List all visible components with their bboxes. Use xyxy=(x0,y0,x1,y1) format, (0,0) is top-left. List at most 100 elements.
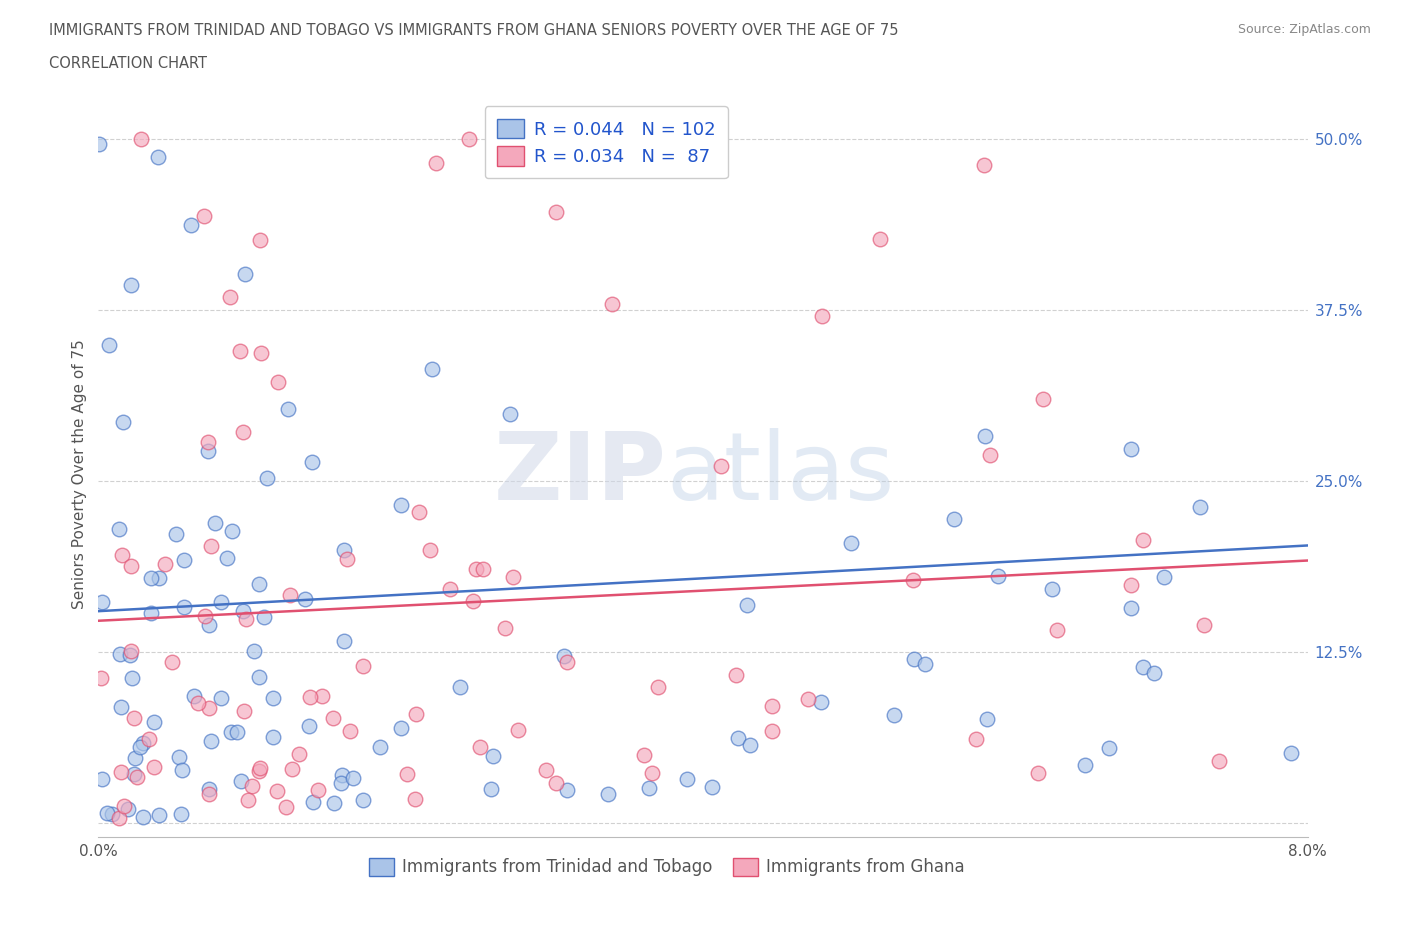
Point xyxy=(252,610,274,625)
Point xyxy=(973,157,995,172)
Point xyxy=(596,786,619,801)
Point xyxy=(281,761,304,776)
Point xyxy=(197,434,219,449)
Point xyxy=(555,782,578,797)
Point xyxy=(249,764,271,778)
Point xyxy=(330,767,353,782)
Point xyxy=(187,696,209,711)
Point xyxy=(232,425,254,440)
Point xyxy=(841,536,863,551)
Point xyxy=(111,414,134,429)
Point xyxy=(339,724,361,738)
Point xyxy=(193,208,215,223)
Point xyxy=(198,618,221,632)
Point xyxy=(120,647,142,662)
Point xyxy=(298,719,321,734)
Point xyxy=(198,701,221,716)
Point xyxy=(986,569,1008,584)
Point xyxy=(139,605,162,620)
Point xyxy=(108,810,131,825)
Point xyxy=(101,806,124,821)
Point xyxy=(233,267,256,282)
Point xyxy=(247,670,270,684)
Point xyxy=(1119,442,1142,457)
Point xyxy=(132,736,155,751)
Point xyxy=(1188,500,1211,515)
Point xyxy=(90,671,112,685)
Point xyxy=(727,730,749,745)
Point xyxy=(761,724,783,738)
Point xyxy=(702,780,724,795)
Point xyxy=(194,608,217,623)
Point xyxy=(498,406,520,421)
Point xyxy=(869,232,891,246)
Point xyxy=(262,730,284,745)
Point xyxy=(329,775,352,790)
Point xyxy=(277,402,299,417)
Point xyxy=(1046,622,1069,637)
Point xyxy=(465,562,488,577)
Point xyxy=(301,454,323,469)
Point xyxy=(647,680,669,695)
Point xyxy=(724,668,747,683)
Point xyxy=(165,527,187,542)
Point xyxy=(236,792,259,807)
Point xyxy=(129,131,152,146)
Point xyxy=(232,604,254,618)
Text: atlas: atlas xyxy=(666,429,896,520)
Point xyxy=(249,346,271,361)
Point xyxy=(148,570,170,585)
Point xyxy=(449,680,471,695)
Point xyxy=(471,562,494,577)
Point xyxy=(90,594,112,609)
Point xyxy=(1208,753,1230,768)
Point xyxy=(247,577,270,591)
Point xyxy=(180,218,202,232)
Point xyxy=(262,691,284,706)
Point xyxy=(211,595,233,610)
Point xyxy=(90,771,112,786)
Point xyxy=(322,711,344,725)
Point xyxy=(249,233,271,248)
Point xyxy=(256,471,278,485)
Point xyxy=(468,740,491,755)
Point xyxy=(307,782,329,797)
Point xyxy=(1098,741,1121,756)
Point xyxy=(198,787,221,802)
Point xyxy=(544,205,567,219)
Point xyxy=(389,721,412,736)
Point xyxy=(232,703,254,718)
Point xyxy=(209,690,232,705)
Point xyxy=(153,557,176,572)
Point xyxy=(737,598,759,613)
Point xyxy=(494,621,516,636)
Point xyxy=(404,791,426,806)
Point xyxy=(568,131,591,146)
Point xyxy=(124,711,146,725)
Point xyxy=(172,763,194,777)
Point xyxy=(419,542,441,557)
Point xyxy=(389,498,412,512)
Point xyxy=(710,458,733,473)
Text: Source: ZipAtlas.com: Source: ZipAtlas.com xyxy=(1237,23,1371,36)
Point xyxy=(173,600,195,615)
Point xyxy=(87,137,110,152)
Point xyxy=(129,739,152,754)
Point xyxy=(1194,618,1216,632)
Point xyxy=(110,700,132,715)
Point xyxy=(243,644,266,658)
Legend: Immigrants from Trinidad and Tobago, Immigrants from Ghana: Immigrants from Trinidad and Tobago, Imm… xyxy=(363,851,972,884)
Point xyxy=(97,338,120,352)
Point xyxy=(110,764,132,779)
Point xyxy=(903,573,925,588)
Point xyxy=(883,708,905,723)
Point xyxy=(311,689,333,704)
Point xyxy=(301,794,323,809)
Point xyxy=(200,734,222,749)
Point xyxy=(148,807,170,822)
Text: CORRELATION CHART: CORRELATION CHART xyxy=(49,56,207,71)
Point xyxy=(120,277,142,292)
Point xyxy=(1153,569,1175,584)
Point xyxy=(132,810,155,825)
Point xyxy=(173,552,195,567)
